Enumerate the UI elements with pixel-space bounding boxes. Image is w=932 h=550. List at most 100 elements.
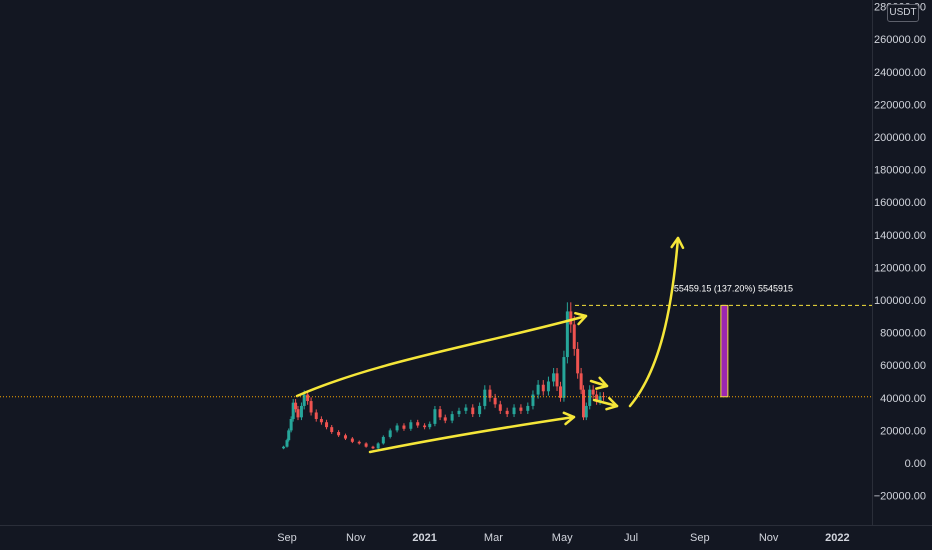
candle (388, 430, 392, 437)
projection-arrow-head (670, 236, 685, 250)
candle (552, 373, 556, 382)
candle (488, 389, 492, 398)
y-tick-label: 160000.00 (874, 197, 926, 209)
candle (531, 394, 535, 406)
y-tick-label: 240000.00 (874, 67, 926, 79)
small-arrow-1 (589, 379, 609, 388)
candle (464, 407, 468, 411)
candle (450, 414, 454, 421)
y-tick-label: 100000.00 (874, 295, 926, 307)
candle (493, 397, 497, 405)
small-arrow-2-head (605, 396, 619, 411)
candle (291, 402, 295, 419)
candle (505, 410, 509, 415)
currency-label[interactable]: USDT (887, 4, 919, 22)
y-axis[interactable]: 280000.00260000.00240000.00220000.002000… (872, 0, 932, 550)
candle (299, 405, 303, 418)
x-tick-label: Sep (690, 532, 710, 544)
candle (416, 422, 420, 426)
candle (285, 440, 289, 447)
candle (438, 409, 442, 418)
x-tick-label: 2021 (412, 532, 436, 544)
candle (591, 389, 595, 395)
measure-bar[interactable] (720, 304, 729, 398)
y-tick-label: 20000.00 (880, 425, 926, 437)
y-tick-label: 40000.00 (880, 393, 926, 405)
candle (357, 441, 361, 444)
x-tick-label: Nov (759, 532, 779, 544)
candle (409, 422, 413, 429)
x-tick-label: Sep (277, 532, 297, 544)
y-tick-label: 220000.00 (874, 99, 926, 111)
candle (433, 409, 437, 424)
candle (598, 396, 602, 402)
candle (498, 404, 502, 411)
candle (319, 418, 323, 423)
candle (512, 407, 516, 415)
lower-trend-arrow (368, 415, 576, 454)
candle (282, 446, 286, 449)
candle (428, 423, 432, 428)
candle (541, 384, 545, 392)
candle (306, 394, 310, 402)
y-tick-label: 140000.00 (874, 230, 926, 242)
candle (314, 412, 318, 419)
candle (294, 402, 298, 410)
candle (555, 373, 559, 387)
lower-trend-arrow-head (562, 411, 576, 426)
candle (546, 381, 550, 392)
candle (565, 311, 569, 358)
candle (309, 401, 313, 413)
candle (526, 405, 530, 411)
candle (289, 418, 293, 431)
y-tick-label: 60000.00 (880, 360, 926, 372)
candle (562, 357, 566, 398)
upper-trend-arrow (295, 314, 588, 398)
y-tick-label: 180000.00 (874, 165, 926, 177)
candle (337, 432, 341, 436)
candle (519, 407, 523, 411)
candle (302, 394, 306, 406)
candle (576, 348, 580, 374)
candle (350, 438, 354, 442)
candle (296, 409, 300, 418)
measure-label: 55459.15 (137.20%) 5545915 (674, 283, 793, 293)
x-tick-label: Mar (484, 532, 503, 544)
trend-arrows (295, 236, 685, 454)
candle (376, 443, 380, 449)
candle (287, 430, 291, 441)
candle (569, 311, 573, 325)
x-tick-label: 2022 (825, 532, 849, 544)
upper-trend-arrow-head (574, 311, 588, 326)
candle (584, 405, 588, 418)
y-tick-label: 0.00 (905, 458, 926, 470)
candle (478, 405, 482, 415)
candle (483, 389, 487, 406)
candle (579, 373, 583, 390)
candle (395, 425, 399, 431)
y-axis-panel[interactable] (872, 0, 932, 550)
small-arrow-2 (592, 398, 619, 408)
candle (423, 425, 427, 428)
y-tick-label: 200000.00 (874, 132, 926, 144)
projection-arrow (628, 236, 680, 408)
candle (588, 389, 592, 406)
candle (364, 443, 368, 447)
y-tick-label: −20000.00 (874, 491, 926, 503)
y-tick-label: 120000.00 (874, 262, 926, 274)
candle (572, 324, 576, 349)
candle (343, 435, 347, 439)
y-tick-label: 260000.00 (874, 34, 926, 46)
x-tick-label: Nov (346, 532, 366, 544)
x-tick-label: Jul (624, 532, 638, 544)
candle (536, 384, 540, 395)
candle-series (282, 302, 605, 450)
candle (558, 386, 562, 398)
x-axis[interactable]: Sep Nov 2021 Mar May Jul Sep Nov 2022 (0, 525, 932, 545)
candle (457, 410, 461, 415)
candle (595, 394, 599, 402)
candle (325, 422, 329, 428)
candle (443, 417, 447, 421)
